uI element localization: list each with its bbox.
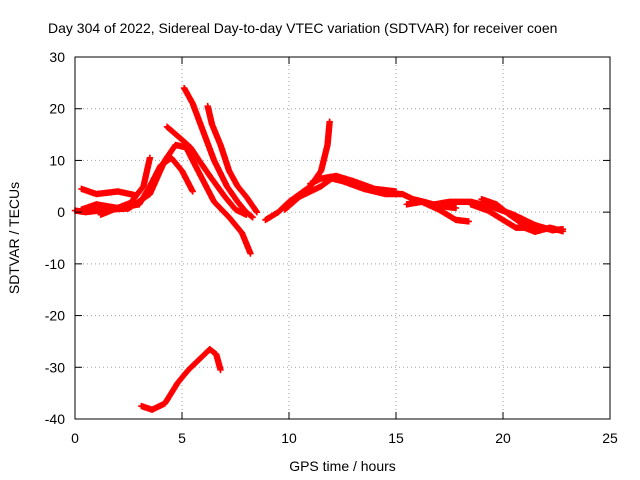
chart-title: Day 304 of 2022, Sidereal Day-to-day VTE… <box>48 20 557 36</box>
series-arc-4 <box>97 154 154 218</box>
data-point <box>189 188 196 195</box>
data-point <box>531 223 539 230</box>
series-layer <box>71 84 567 413</box>
series-arc-7 <box>204 102 261 216</box>
data-point <box>248 213 255 220</box>
data-point <box>326 118 333 125</box>
data-point <box>452 204 460 212</box>
series-arc-6 <box>180 84 256 221</box>
x-tick-label: 0 <box>71 430 79 446</box>
ticks: 0 5 10 15 20 25 -40 -30 -20 -10 0 10 20 30 <box>45 49 618 446</box>
x-tick-label: 25 <box>602 430 618 446</box>
data-point <box>247 250 254 257</box>
x-tick-label: 5 <box>178 430 186 446</box>
x-tick-label: 20 <box>495 430 511 446</box>
y-tick-label: 20 <box>49 101 65 117</box>
x-tick-label: 15 <box>388 430 404 446</box>
data-point <box>253 208 261 216</box>
y-tick-label: -40 <box>45 411 65 427</box>
series-arc-11 <box>403 198 472 225</box>
y-tick-label: 0 <box>57 204 65 220</box>
grid <box>75 57 610 419</box>
series-arc-2 <box>78 185 139 199</box>
y-tick-label: -30 <box>45 359 65 375</box>
series-arc-15 <box>138 345 224 413</box>
y-tick-label: -10 <box>45 256 65 272</box>
y-tick-label: 10 <box>49 152 65 168</box>
series-arc-10 <box>307 172 400 195</box>
y-tick-label: -20 <box>45 308 65 324</box>
series-arc-5 <box>163 123 250 218</box>
plot-frame <box>74 56 611 420</box>
series-arc-8 <box>262 118 333 224</box>
data-point <box>146 154 154 162</box>
data-point <box>217 366 224 374</box>
y-tick-label: 30 <box>49 49 65 65</box>
data-point <box>559 228 567 235</box>
data-point <box>249 214 256 221</box>
y-axis-title: SDTVAR / TECUs <box>6 182 22 294</box>
data-point <box>392 188 400 195</box>
x-tick-label: 10 <box>281 430 297 446</box>
x-axis-title: GPS time / hours <box>289 458 396 474</box>
data-point <box>465 218 472 225</box>
series-arc-14 <box>478 196 539 230</box>
